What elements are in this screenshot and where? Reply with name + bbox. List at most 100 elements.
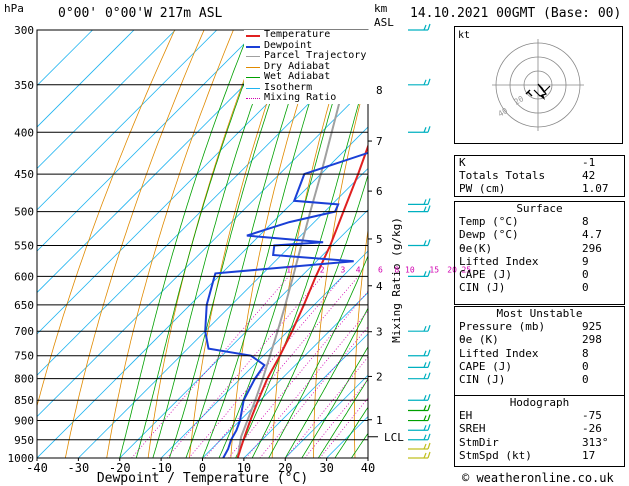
wind-barb xyxy=(408,414,431,422)
index-label: PW (cm) xyxy=(459,182,506,196)
temperature-tick-label: 30 xyxy=(319,461,333,475)
pressure-tick-label: 550 xyxy=(14,239,34,252)
index-row: PW (cm) 1.07 xyxy=(455,182,624,195)
legend: Temperature Dewpoint Parcel Trajectory D… xyxy=(244,29,372,104)
pressure-tick-label: 800 xyxy=(14,373,34,386)
dry-adiabat-line xyxy=(64,30,205,458)
wind-barb xyxy=(408,325,431,332)
surface-table: Surface Temp (°C) 8 Dewp (°C) 4.7 θe(K) 296… xyxy=(454,201,625,305)
km-tick-label: 4 xyxy=(376,280,383,293)
surface-value: 4.7 xyxy=(582,228,602,242)
index-label: K xyxy=(459,156,466,169)
km-tick-label: 7 xyxy=(376,135,383,148)
mu-row: θe (K) 298 xyxy=(455,333,624,346)
storm-motion-marker xyxy=(525,89,533,97)
indices-table: K -1 Totals Totals 42 PW (cm) 1.07 xyxy=(454,155,625,197)
pressure-tick-label: 400 xyxy=(14,126,34,139)
isotherm-line xyxy=(37,126,368,458)
wind-barb xyxy=(408,349,431,357)
index-value: -1 xyxy=(582,156,596,169)
hodograph-ring-label: 20 xyxy=(513,94,526,107)
hodo-row: StmSpd (kt) 17 xyxy=(455,449,624,462)
index-label: Totals Totals xyxy=(459,169,546,183)
legend-item: Dewpoint xyxy=(244,39,372,52)
mixing-ratio-value-label: 2 xyxy=(320,265,325,274)
hodo-label: SREH xyxy=(459,422,486,436)
temperature-tick-label: -40 xyxy=(26,461,48,475)
legend-swatch xyxy=(246,87,260,89)
index-value: 1.07 xyxy=(582,182,609,196)
hodograph-table: Hodograph EH -75 SREH -26 StmDir 313° StmSp… xyxy=(454,395,625,467)
mixing-ratio-value-label: 3 xyxy=(341,265,346,274)
wind-barb xyxy=(408,270,431,278)
x-axis-title: Dewpoint / Temperature (°C) xyxy=(97,471,308,486)
mu-row: CIN (J) 0 xyxy=(455,373,624,386)
mu-label: CIN (J) xyxy=(459,372,506,386)
pressure-tick-label: 750 xyxy=(14,350,34,363)
temperature-tick-label: 10 xyxy=(237,461,251,475)
hodograph-arrow xyxy=(540,94,545,100)
temperature-tick-label: 20 xyxy=(278,461,292,475)
surface-row: CIN (J) 0 xyxy=(455,281,624,294)
temperature-tick-label: -20 xyxy=(109,461,131,475)
pressure-tick-label: 300 xyxy=(14,24,34,37)
legend-item: Parcel Trajectory xyxy=(244,50,372,62)
km-tick-label: 3 xyxy=(376,326,383,339)
most-unstable-title: Most Unstable xyxy=(496,307,583,320)
mixing-ratio-line xyxy=(304,379,368,458)
mu-value: 298 xyxy=(582,333,602,347)
wet-adiabat-line xyxy=(334,406,368,458)
hodo-label: StmDir xyxy=(459,435,499,449)
wind-barb xyxy=(408,78,431,86)
datetime-label: 14.10.2021 00GMT (Base: 00) xyxy=(410,6,622,21)
surface-label: Dewp (°C) xyxy=(459,228,519,242)
legend-swatch xyxy=(246,35,260,37)
hodo-value: 313° xyxy=(582,435,609,449)
legend-label: Dewpoint xyxy=(264,39,313,51)
lcl-label: LCL xyxy=(384,431,404,444)
surface-value: 9 xyxy=(582,254,589,268)
mixing-ratio-line xyxy=(131,276,290,458)
mu-value: 0 xyxy=(582,359,589,373)
surface-label: CAPE (J) xyxy=(459,267,512,281)
mixing-ratio-value-label: 10 xyxy=(405,265,415,274)
wet-adiabat-line xyxy=(284,307,368,458)
isotherm-line xyxy=(284,374,368,458)
surface-row: Lifted Index 9 xyxy=(455,255,624,268)
isotherm-line xyxy=(37,30,259,252)
pressure-tick-label: 700 xyxy=(14,325,34,338)
temperature-tick-label: -10 xyxy=(150,461,172,475)
hodo-row: StmDir 313° xyxy=(455,436,624,449)
mu-label: CAPE (J) xyxy=(459,359,512,373)
wind-barb xyxy=(408,394,431,401)
surface-row: Dewp (°C) 4.7 xyxy=(455,228,624,241)
legend-item: Mixing Ratio xyxy=(244,92,372,104)
wet-adiabat-line xyxy=(301,345,368,458)
legend-swatch xyxy=(246,77,260,78)
pressure-tick-label: 450 xyxy=(14,168,34,181)
dry-adiabat-line xyxy=(106,30,234,458)
mixing-ratio-axis-title: Mixing Ratio (g/kg) xyxy=(390,217,403,343)
surface-value: 0 xyxy=(582,267,589,281)
km-tick-label: 5 xyxy=(376,233,383,246)
legend-item: Wet Adiabat xyxy=(244,71,372,83)
hodograph-ring-label: 40 xyxy=(497,106,510,119)
surface-value: 296 xyxy=(582,241,602,255)
hodo-label: EH xyxy=(459,409,473,423)
mixing-ratio-line xyxy=(245,310,368,458)
legend-item: Temperature xyxy=(244,29,372,41)
legend-item: Isotherm xyxy=(244,81,372,94)
index-value: 42 xyxy=(582,169,596,183)
legend-label: Temperature xyxy=(264,29,331,40)
mu-row: Pressure (mb) 925 xyxy=(455,320,624,333)
surface-value: 8 xyxy=(582,215,589,229)
surface-label: CIN (J) xyxy=(459,281,506,295)
temperature-tick-label: -30 xyxy=(68,461,90,475)
mu-value: 925 xyxy=(582,320,602,334)
legend-label: Isotherm xyxy=(264,81,313,93)
legend-label: Dry Adiabat xyxy=(264,60,331,72)
legend-label: Wet Adiabat xyxy=(264,71,331,82)
mixing-ratio-value-label: 8 xyxy=(394,265,399,274)
isotherm-line xyxy=(160,250,368,458)
